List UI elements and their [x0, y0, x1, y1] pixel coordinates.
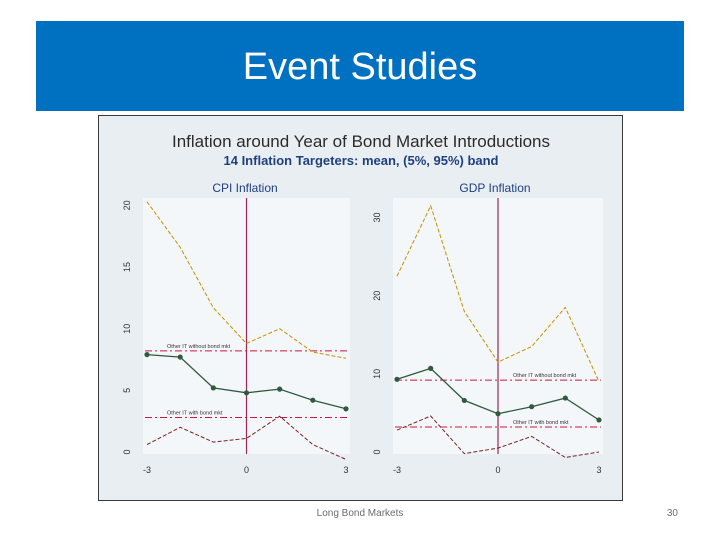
mean-point: [144, 351, 150, 358]
panel-gdp: GDP Inflation 0 10 20 30 -3 0 3 Other IT without…: [372, 181, 603, 475]
x-tick-label: 0: [495, 465, 500, 475]
x-tick-label: 3: [596, 465, 601, 475]
chart-title: Inflation around Year of Bond Market Int…: [172, 132, 550, 151]
y-tick-label: 10: [372, 369, 382, 379]
mean-point: [177, 354, 183, 360]
mean-point: [461, 397, 467, 404]
reference-line-label: Other IT with bond mkt: [513, 420, 569, 426]
x-tick-label: 0: [244, 465, 249, 475]
y-tick-label: 0: [122, 449, 132, 454]
mean-point: [243, 390, 250, 396]
y-tick-label: 20: [372, 291, 382, 301]
series-line-upper: [396, 204, 600, 382]
y-tick-label: 20: [122, 200, 132, 210]
y-tick-label: 0: [372, 449, 382, 454]
event-study-chart: Inflation around Year of Bond Market Int…: [99, 116, 622, 500]
y-tick-label: 5: [122, 388, 132, 393]
y-tick-label: 30: [372, 213, 382, 223]
series-line-lower: [146, 415, 347, 460]
panels: CPI Inflation 0 5 10 15 20 -3 0 3 Other IT withou…: [122, 181, 603, 475]
y-tick-label: 15: [122, 262, 132, 272]
slide-footer: Long Bond Markets: [316, 508, 404, 519]
mean-point: [562, 395, 568, 401]
x-tick-label: -3: [143, 465, 151, 475]
mean-point: [596, 417, 602, 423]
x-tick-label: 3: [343, 465, 348, 475]
mean-point: [210, 385, 216, 391]
series-line-lower: [396, 415, 600, 459]
reference-line-label: Other IT without bond mkt: [513, 373, 577, 379]
reference-line-label: Other IT without bond mkt: [167, 344, 231, 350]
reference-line-label: Other IT with bond mkt: [167, 410, 223, 416]
mean-point: [529, 404, 535, 410]
slide-title: Event Studies: [242, 46, 478, 88]
x-tick-label: -3: [393, 465, 401, 475]
mean-point: [310, 397, 316, 403]
mean-point: [495, 411, 501, 417]
mean-point: [394, 376, 400, 382]
series-line-upper: [146, 201, 347, 359]
mean-point: [343, 406, 349, 412]
mean-point: [428, 365, 434, 371]
y-tick-label: 10: [122, 324, 132, 334]
panel-cpi: CPI Inflation 0 5 10 15 20 -3 0 3 Other IT withou…: [122, 181, 350, 475]
chart-subtitle: 14 Inflation Targeters: mean, (5%, 95%) …: [224, 153, 499, 168]
slide-header: Event Studies: [36, 21, 684, 111]
panel-title: GDP Inflation: [459, 181, 530, 195]
page-number: 30: [666, 508, 678, 519]
figure-frame: Inflation around Year of Bond Market Int…: [98, 115, 623, 501]
panel-title: CPI Inflation: [212, 181, 277, 195]
mean-point: [277, 386, 283, 392]
